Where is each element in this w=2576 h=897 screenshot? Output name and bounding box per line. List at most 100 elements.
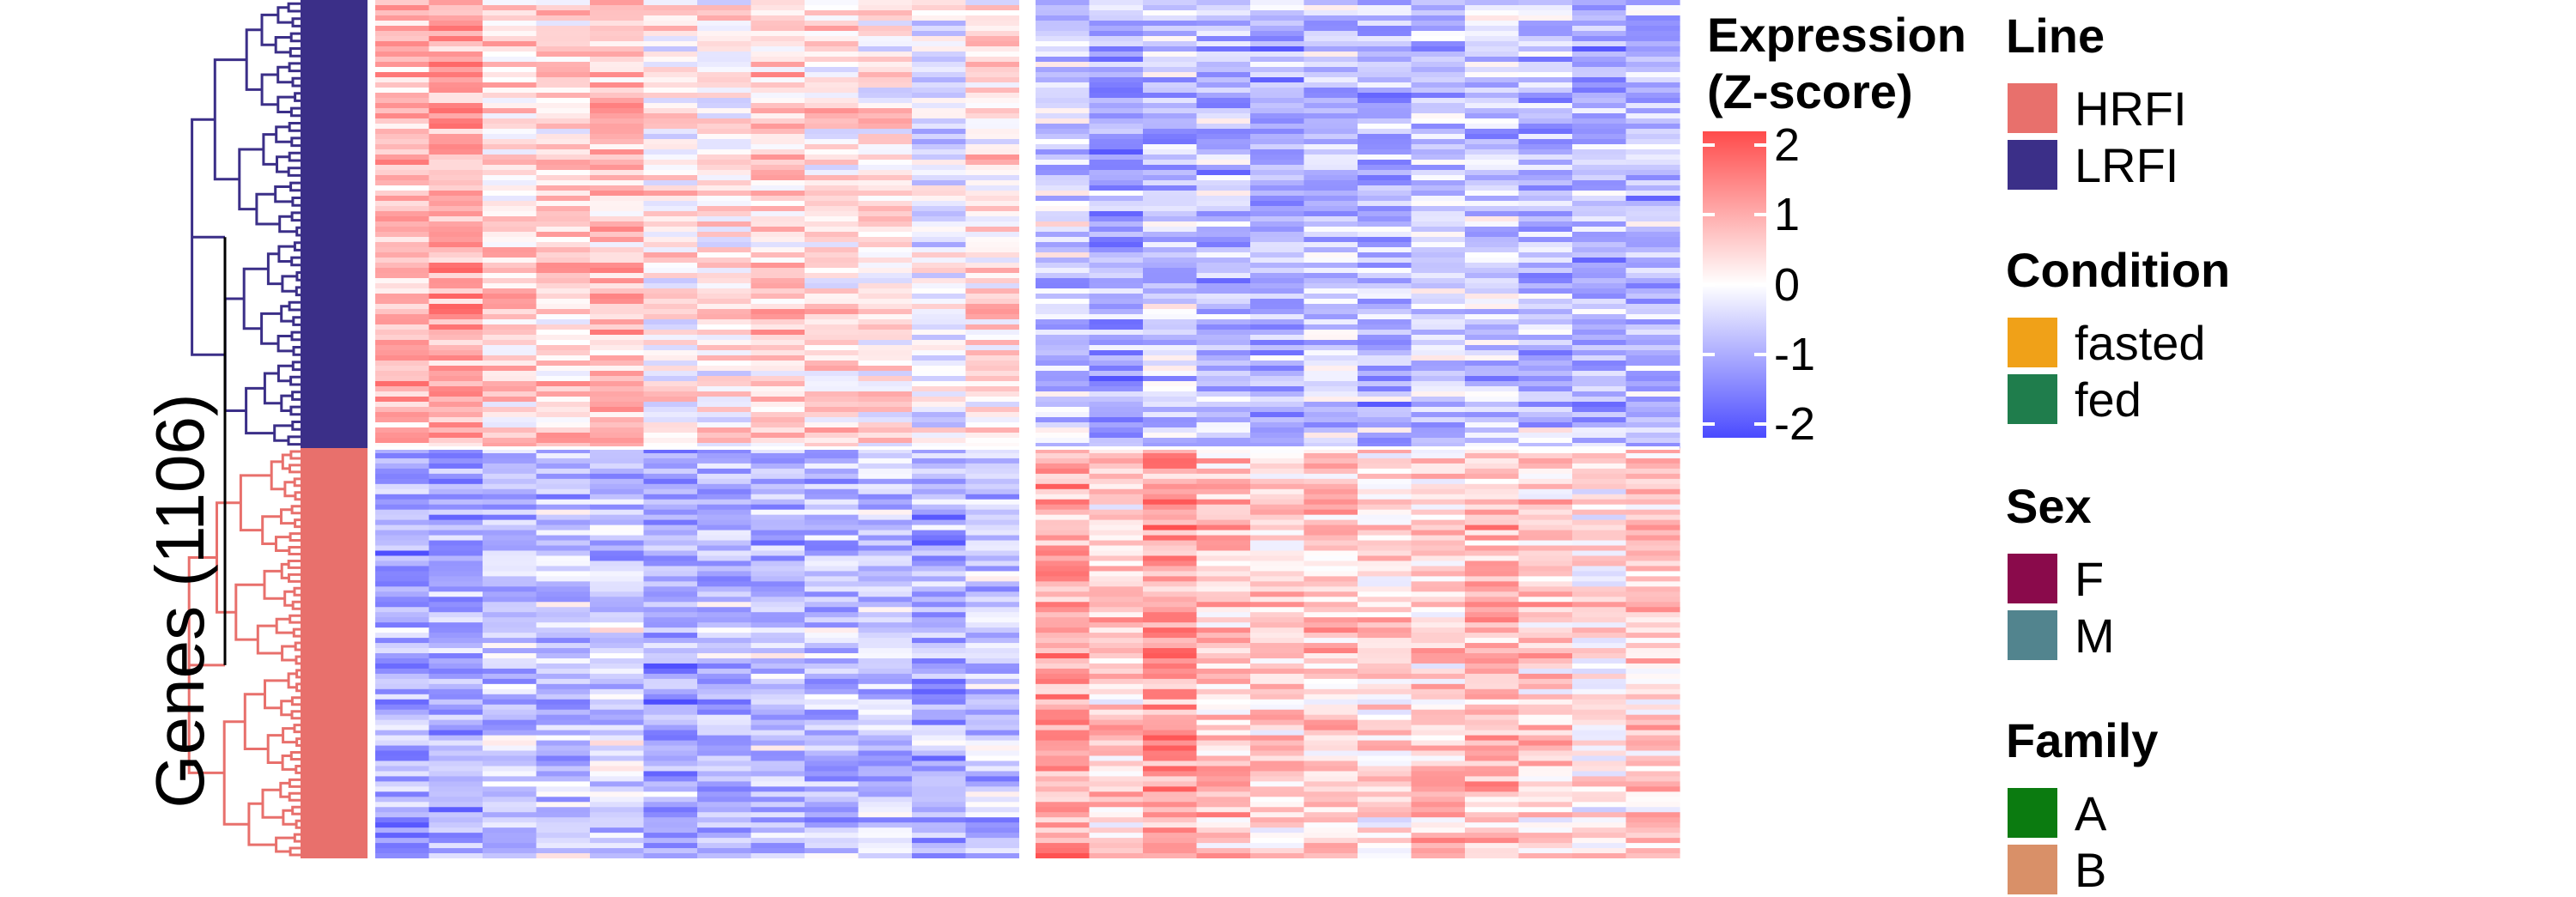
heatmap-cell [805, 273, 860, 279]
heatmap-cell [375, 719, 430, 726]
heatmap-cell [965, 386, 1020, 392]
heatmap-cell [536, 407, 591, 413]
heatmap-cell [697, 771, 752, 777]
heatmap-cell [697, 745, 752, 752]
heatmap-cell [590, 191, 645, 197]
heatmap-cell [536, 232, 591, 238]
heatmap-cell [1465, 165, 1520, 171]
heatmap-cell [697, 766, 752, 773]
heatmap-cell [1465, 633, 1520, 639]
heatmap-cell [912, 755, 967, 762]
heatmap-cell [1303, 175, 1358, 181]
heatmap-cell [858, 499, 913, 506]
row-cluster-gap [375, 446, 1680, 450]
heatmap-cell [1250, 709, 1305, 716]
heatmap-cell [1303, 499, 1358, 506]
heatmap-cell [965, 417, 1020, 423]
heatmap-cell [536, 221, 591, 227]
heatmap-cell [1250, 345, 1305, 351]
heatmap-cell [1411, 709, 1466, 716]
heatmap-cell [1358, 77, 1413, 83]
heatmap-cell [805, 237, 860, 243]
heatmap-cell [1250, 499, 1305, 506]
heatmap-cell [1303, 124, 1358, 130]
heatmap-cell [912, 201, 967, 207]
heatmap-cell [1036, 62, 1091, 68]
heatmap-cell [858, 211, 913, 217]
heatmap-cell [1036, 433, 1091, 439]
heatmap-cell [858, 483, 913, 490]
heatmap-cell [1250, 633, 1305, 639]
heatmap-cell [750, 247, 805, 253]
heatmap-cell [858, 350, 913, 356]
heatmap-cell [483, 488, 538, 495]
heatmap-cell [536, 463, 591, 470]
heatmap-cell [1572, 324, 1627, 330]
heatmap-cell [1303, 201, 1358, 207]
heatmap-cell [1196, 216, 1251, 222]
heatmap-cell [1411, 273, 1466, 279]
heatmap-cell [536, 247, 591, 253]
heatmap-cell [428, 314, 483, 320]
heatmap-cell [697, 509, 752, 516]
heatmap-cell [1089, 160, 1144, 166]
heatmap-cell [1358, 658, 1413, 664]
heatmap-cell [1143, 607, 1198, 613]
heatmap-cell [1196, 118, 1251, 124]
heatmap-cell [697, 597, 752, 603]
heatmap-cell [1518, 566, 1573, 572]
heatmap-cell [590, 422, 645, 428]
heatmap-cell [1358, 694, 1413, 700]
heatmap-cell [1625, 129, 1680, 135]
heatmap-cell [912, 62, 967, 68]
heatmap-cell [750, 812, 805, 818]
heatmap-cell [483, 673, 538, 680]
heatmap-cell [643, 530, 698, 536]
heatmap-cell [483, 530, 538, 536]
heatmap-cell [1303, 633, 1358, 639]
heatmap-cell [965, 0, 1020, 6]
heatmap-cell [912, 345, 967, 351]
heatmap-cell [858, 57, 913, 63]
heatmap-cell [912, 283, 967, 289]
heatmap-cell [483, 535, 538, 542]
heatmap-cell [375, 366, 430, 372]
heatmap-cell [1358, 714, 1413, 721]
heatmap-cell [1036, 175, 1091, 181]
heatmap-cell [1572, 88, 1627, 94]
heatmap-cell [912, 391, 967, 397]
heatmap-cell [536, 242, 591, 248]
heatmap-cell [1303, 745, 1358, 752]
heatmap-cell [590, 740, 645, 747]
heatmap-cell [1143, 688, 1198, 695]
heatmap-cell [805, 540, 860, 547]
heatmap-cell [1625, 155, 1680, 161]
heatmap-cell [750, 709, 805, 716]
heatmap-cell [1465, 381, 1520, 387]
heatmap-cell [912, 134, 967, 140]
heatmap-cell [858, 817, 913, 823]
heatmap-cell [1625, 366, 1680, 372]
heatmap-cell [643, 324, 698, 330]
heatmap-cell [428, 688, 483, 695]
heatmap-cell [643, 535, 698, 542]
heatmap-cell [697, 26, 752, 32]
color-scale-tick-mark [1754, 282, 1766, 287]
heatmap-cell [1089, 699, 1144, 706]
heatmap-cell [1518, 607, 1573, 613]
heatmap-cell [643, 185, 698, 191]
heatmap-cell [1358, 180, 1413, 186]
heatmap-cell [1518, 247, 1573, 253]
heatmap-cell [1089, 494, 1144, 500]
heatmap-cell [1089, 175, 1144, 181]
heatmap-cell [805, 371, 860, 377]
heatmap-cell [912, 797, 967, 803]
heatmap-cell [1411, 319, 1466, 325]
heatmap-cell [1572, 463, 1627, 470]
heatmap-cell [1036, 540, 1091, 547]
heatmap-cell [590, 216, 645, 222]
heatmap-cell [1358, 108, 1413, 114]
heatmap-cell [483, 26, 538, 32]
heatmap-cell [1196, 46, 1251, 52]
heatmap-cell [750, 571, 805, 577]
